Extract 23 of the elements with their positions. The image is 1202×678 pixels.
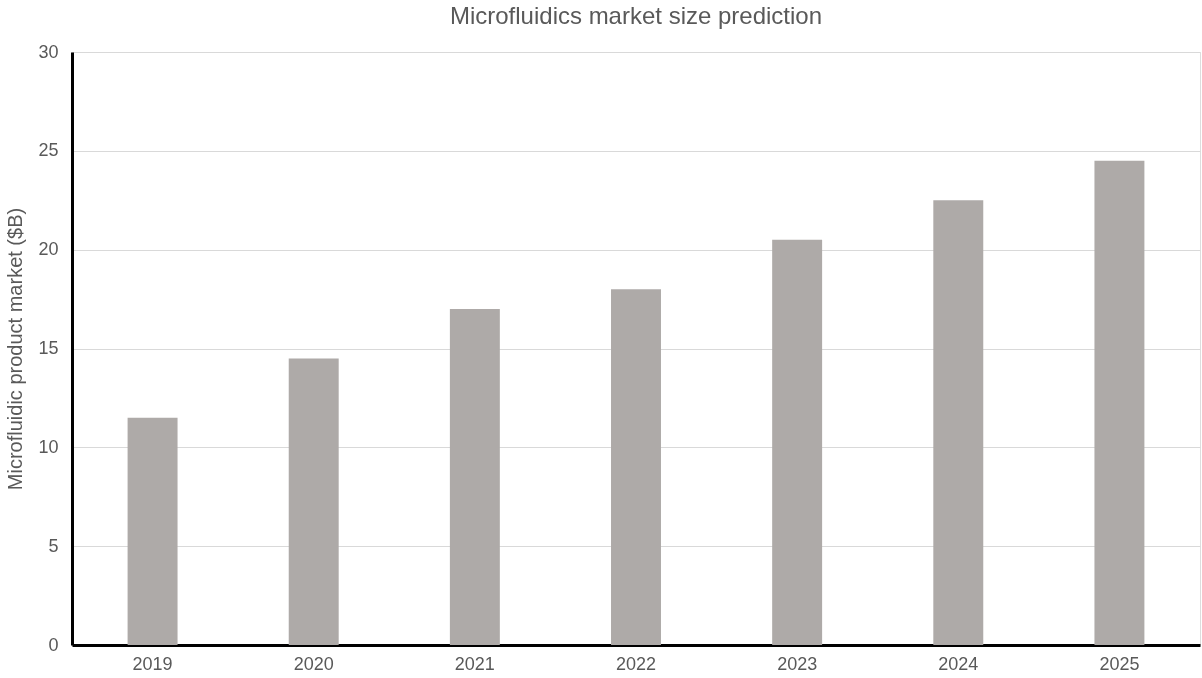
bar [772,239,823,645]
bar [449,308,500,645]
x-tick-label: 2025 [1099,653,1140,674]
y-tick-label: 30 [38,41,59,62]
bar [1094,160,1145,645]
y-tick-label: 5 [48,535,59,556]
x-tick-label: 2024 [938,653,979,674]
chart-title: Microfluidics market size prediction [449,2,823,29]
x-tick-label: 2019 [132,653,173,674]
y-tick-label: 25 [38,140,59,161]
bar [127,417,178,645]
bar [611,289,661,645]
x-tick-label: 2022 [615,653,657,674]
y-axis-title: Microfluidic product market ($B) [4,207,27,491]
x-tick-label: 2023 [777,653,818,674]
y-tick-label: 0 [48,634,59,655]
x-tick-label: 2021 [454,653,495,674]
y-tick-label: 20 [38,239,59,260]
y-tick-label: 10 [38,436,59,457]
bar [933,200,984,645]
x-tick-label: 2020 [293,653,334,674]
y-tick-label: 15 [38,338,59,358]
bar [288,358,339,645]
